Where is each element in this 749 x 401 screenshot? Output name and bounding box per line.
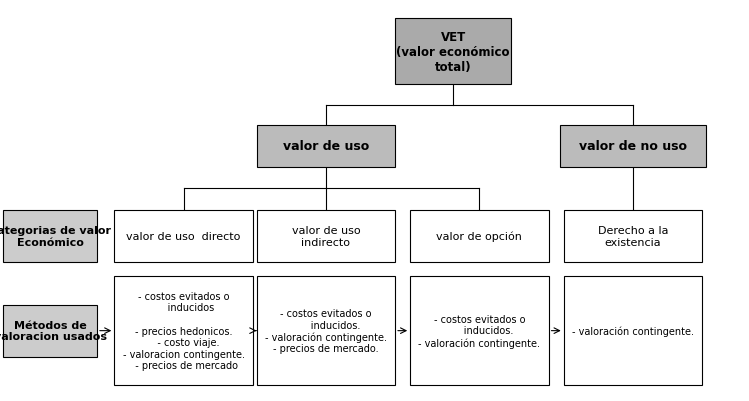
- Text: Métodos de
valoracion usados: Métodos de valoracion usados: [0, 320, 106, 342]
- FancyBboxPatch shape: [563, 211, 703, 263]
- Text: valor de no uso: valor de no uso: [579, 140, 687, 153]
- FancyBboxPatch shape: [256, 211, 395, 263]
- Text: VET
(valor económico
total): VET (valor económico total): [396, 31, 510, 73]
- FancyBboxPatch shape: [114, 211, 253, 263]
- FancyBboxPatch shape: [4, 305, 97, 357]
- FancyBboxPatch shape: [410, 211, 548, 263]
- FancyBboxPatch shape: [256, 125, 395, 168]
- Text: valor de opción: valor de opción: [437, 231, 522, 242]
- Text: - valoración contingente.: - valoración contingente.: [572, 326, 694, 336]
- Text: valor de uso: valor de uso: [282, 140, 369, 153]
- FancyBboxPatch shape: [395, 19, 511, 85]
- Text: - costos evitados o
      inducidos.
- valoración contingente.
- precios de merc: - costos evitados o inducidos. - valorac…: [265, 308, 386, 353]
- FancyBboxPatch shape: [560, 125, 706, 168]
- Text: Categorias de valor
Económico: Categorias de valor Económico: [0, 226, 111, 247]
- FancyBboxPatch shape: [256, 277, 395, 385]
- Text: Derecho a la
existencia: Derecho a la existencia: [598, 226, 668, 247]
- Text: valor de uso
indirecto: valor de uso indirecto: [291, 226, 360, 247]
- FancyBboxPatch shape: [114, 277, 253, 385]
- Text: valor de uso  directo: valor de uso directo: [127, 232, 240, 241]
- Text: - costos evitados o
      inducidos.
- valoración contingente.: - costos evitados o inducidos. - valorac…: [419, 314, 540, 348]
- FancyBboxPatch shape: [4, 211, 97, 263]
- Text: - costos evitados o
     inducidos

- precios hedonicos.
   - costo viaje.
- val: - costos evitados o inducidos - precios …: [123, 291, 244, 371]
- FancyBboxPatch shape: [410, 277, 548, 385]
- FancyBboxPatch shape: [563, 277, 703, 385]
